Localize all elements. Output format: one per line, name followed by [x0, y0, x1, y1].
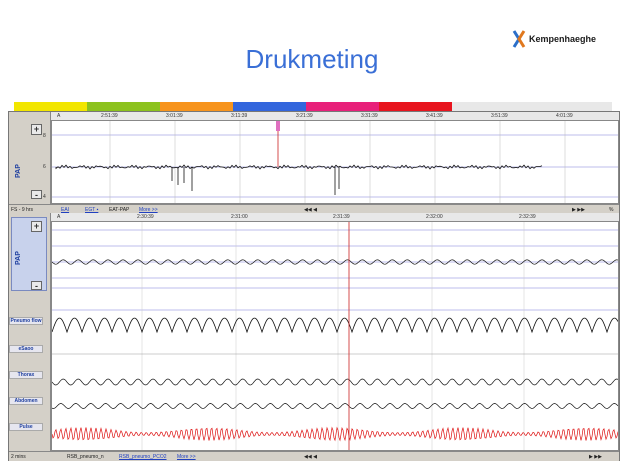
bottom-signal-area[interactable] — [51, 221, 619, 451]
channel-label-abdomen[interactable]: Abdomen — [9, 397, 43, 405]
abdomen-trace — [51, 403, 619, 409]
color-band — [14, 102, 87, 111]
tab-eai[interactable]: EAI — [61, 207, 70, 213]
logo: Kempenhaeghe — [512, 28, 596, 50]
thorax-trace — [51, 378, 619, 386]
zoom-out-button[interactable]: - — [31, 190, 42, 200]
ruler-time: 2:51:39 — [101, 113, 118, 119]
channel-label-pneumo[interactable]: Pneumo flow — [9, 317, 43, 325]
ruler-time: 3:11:39 — [231, 113, 248, 119]
bottom-status-bar: 2 mins RSB_pneumo_n RSB_pneumo_PCO2 More… — [9, 451, 619, 461]
ruler-time: 2:30:39 — [137, 214, 154, 220]
channel-label-thorax[interactable]: Thorax — [9, 371, 43, 379]
pap-trend-line — [55, 164, 543, 170]
color-band — [379, 102, 452, 111]
color-band — [160, 102, 233, 111]
tab-rsb-pneumo-n[interactable]: RSB_pneumo_n — [67, 454, 104, 460]
zoom-in-button[interactable]: + — [31, 221, 42, 232]
more-tabs-link[interactable]: More >> — [139, 207, 158, 213]
pap-overview-trace — [52, 121, 618, 203]
ruler-time: 3:21:39 — [296, 113, 313, 119]
logo-text: Kempenhaeghe — [529, 34, 597, 44]
scale-value: 4 — [43, 194, 46, 200]
color-band — [233, 102, 306, 111]
slide-title: Drukmeting — [245, 44, 379, 74]
channel-label-pap-top[interactable]: PAP — [15, 164, 22, 178]
tab-rsb-pneumo-pco2[interactable]: RSB_pneumo_PCO2 — [119, 454, 167, 460]
scroll-back-button[interactable]: ◀◀ ◀ — [304, 454, 317, 460]
bottom-channel-column: + - PAP Pneumo flow eSaoo Thorax Abdomen… — [9, 213, 51, 451]
scroll-forward-button[interactable]: ▶ ▶▶ — [589, 454, 602, 460]
time-cursor-handle — [276, 121, 280, 131]
top-channel-column: + - PAP 8 6 4 — [9, 112, 51, 204]
pneumo-flow-trace — [51, 317, 619, 334]
channel-label-esaoo[interactable]: eSaoo — [9, 345, 43, 353]
color-band — [87, 102, 160, 111]
more-tabs-link[interactable]: More >> — [177, 454, 196, 460]
zoom-tool-button[interactable]: % — [609, 207, 614, 213]
channel-header — [11, 217, 47, 291]
top-status-bar: FS - 9 hrs EAI EGT ▪ EAT-PAP More >> ◀◀ … — [9, 204, 619, 214]
ruler-time: 4:01:39 — [556, 113, 573, 119]
ruler-marker: A — [57, 113, 61, 119]
kempenhaeghe-logo-icon — [512, 30, 526, 48]
pap-trace — [51, 259, 619, 265]
signal-traces — [51, 222, 619, 450]
ruler-marker: A — [57, 214, 61, 220]
channel-label-pulse[interactable]: Pulse — [9, 423, 43, 431]
zoom-out-button[interactable]: - — [31, 281, 42, 291]
color-band — [452, 102, 612, 111]
ruler-time: 3:01:39 — [166, 113, 183, 119]
time-range-select[interactable]: FS - 9 hrs — [11, 207, 33, 213]
pulse-trace — [51, 426, 619, 442]
ruler-time: 3:31:39 — [361, 113, 378, 119]
scale-value: 8 — [43, 133, 46, 139]
ruler-time: 2:31:00 — [231, 214, 248, 220]
channel-label-pap-bottom[interactable]: PAP — [15, 251, 22, 265]
scroll-forward-button[interactable]: ▶ ▶▶ — [572, 207, 585, 213]
top-signal-area[interactable] — [51, 120, 619, 204]
color-band — [306, 102, 379, 111]
ruler-time: 3:41:39 — [426, 113, 443, 119]
scale-value: 6 — [43, 164, 46, 170]
tab-eat-pap[interactable]: EAT-PAP — [109, 207, 130, 213]
zoom-in-button[interactable]: + — [31, 124, 42, 135]
scroll-back-button[interactable]: ◀◀ ◀ — [304, 207, 317, 213]
ruler-time: 2:31:39 — [333, 214, 350, 220]
ruler-time: 2:32:00 — [426, 214, 443, 220]
ruler-time: 3:51:39 — [491, 113, 508, 119]
polysomnography-viewer: + - PAP 8 6 4 A 2:51:39 3:01:39 3:11:39 … — [8, 111, 620, 461]
ruler-time: 2:32:39 — [519, 214, 536, 220]
time-range-select[interactable]: 2 mins — [11, 454, 26, 460]
tab-egt[interactable]: EGT ▪ — [85, 207, 99, 213]
